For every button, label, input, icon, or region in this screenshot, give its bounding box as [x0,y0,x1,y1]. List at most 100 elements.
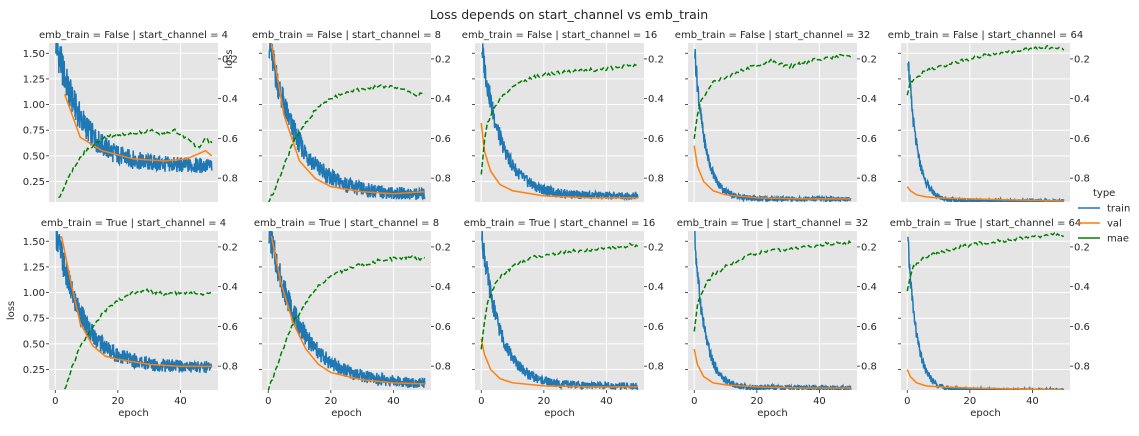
legend-title: type [1093,188,1115,199]
secondary-y-tick-label: 0.6 [1074,322,1090,333]
panel-title: emb_train = False | start_channel = 16 [462,30,657,41]
legend-label-train: train [1107,204,1130,215]
secondary-y-tick-label: 0.2 [861,242,877,253]
panel: emb_train = False | start_channel = 32 0.… [675,30,877,202]
secondary-y-tick-label: 0.8 [222,174,238,185]
secondary-y-tick-label: 0.6 [861,322,877,333]
panel-title: emb_train = False | start_channel = 4 [39,30,228,41]
y-tick-label: 1.25 [23,262,45,273]
val-line [60,235,212,368]
secondary-y-tick-label: 0.2 [648,54,664,65]
mae-line [63,287,213,390]
train-line [481,43,639,202]
y-tick-label: 0.75 [23,314,45,325]
y-tick-label: 1.50 [23,49,45,60]
train-line [481,231,639,390]
secondary-y-tick-label: 0.8 [861,362,877,373]
x-axis-label: epoch [118,408,148,419]
secondary-y-tick-label: 0.8 [648,362,664,373]
secondary-y-tick-label: 0.4 [435,282,451,293]
train-line [55,43,213,174]
panel-plot-area [267,231,426,390]
secondary-y-tick-label: 0.4 [1074,94,1090,105]
mae-line [480,63,639,175]
panel-plot-area [906,44,1065,202]
panel-title: emb_train = True | start_channel = 32 [677,218,869,229]
panel-plot-area [480,43,639,202]
val-line [480,122,638,199]
panel-plot-area [906,232,1065,390]
val-line [906,369,1064,390]
y-tick-label: 1.00 [23,288,45,299]
y-tick-label: 1.25 [23,74,45,85]
secondary-y-tick-label: 0.4 [648,282,664,293]
panel-title: emb_train = True | start_channel = 8 [254,218,439,229]
secondary-y-tick-label: 0.6 [861,134,877,145]
mae-line [267,253,425,390]
secondary-y-tick-label: 0.2 [222,54,238,65]
panel-background [262,43,431,202]
y-tick-label: 0.50 [23,339,45,350]
train-line [907,236,1065,390]
y-tick-label: 0.50 [23,151,45,162]
panel-plot-area [55,43,213,199]
x-tick-label: 20 [537,396,550,407]
panel: emb_train = True | start_channel = 8 0.2 0… [254,218,451,419]
panel: emb_train = False | start_channel = 4 0.2… [23,30,238,202]
x-tick-label: 0 [265,396,271,407]
secondary-y-tick-label: 0.6 [648,134,664,145]
panel-plot-area [693,48,852,202]
y-axis-label: loss [6,301,17,320]
panel: emb_train = True | start_channel = 64 0.2… [890,218,1090,419]
mae-line [693,53,852,139]
panel-title: emb_train = True | start_channel = 4 [41,218,226,229]
legend: type train val mae [1078,188,1130,245]
panel-title: emb_train = True | start_channel = 64 [890,218,1082,229]
x-axis-label: epoch [544,408,574,419]
x-tick-label: 20 [963,396,976,407]
x-tick-label: 0 [691,396,697,407]
mae-line [58,128,213,199]
secondary-y-tick-label: 0.4 [435,94,451,105]
panel: emb_train = True | start_channel = 32 0.2… [677,218,877,419]
secondary-y-tick-label: 0.8 [861,174,877,185]
panel: emb_train = False | start_channel = 64 0.… [888,30,1090,202]
secondary-y-tick-label: 0.2 [1074,54,1090,65]
panels-group: emb_train = False | start_channel = 4 0.2… [6,30,1090,419]
val-line [693,348,851,389]
val-line [270,43,425,195]
figure-title: Loss depends on start_channel vs emb_tra… [430,7,708,22]
x-tick-label: 20 [750,396,763,407]
mae-line [906,232,1065,292]
mae-line [480,242,639,350]
secondary-y-axis-label: loss [224,49,235,68]
train-line [268,231,426,389]
y-tick-label: 1.50 [23,237,45,248]
y-tick-label: 0.75 [23,126,45,137]
x-tick-label: 40 [600,396,613,407]
secondary-y-tick-label: 0.6 [435,134,451,145]
secondary-y-tick-label: 0.8 [1074,174,1090,185]
legend-label-mae: mae [1107,234,1129,245]
x-tick-label: 20 [324,396,337,407]
secondary-y-tick-label: 0.6 [648,322,664,333]
secondary-y-tick-label: 0.2 [222,242,238,253]
mae-line [906,44,1065,96]
panel: emb_train = True | start_channel = 16 0.2… [464,218,664,419]
secondary-y-tick-label: 0.4 [222,282,238,293]
x-tick-label: 40 [1026,396,1039,407]
legend-label-val: val [1107,219,1122,230]
secondary-y-tick-label: 0.6 [222,134,238,145]
panel-plot-area [267,43,426,202]
panel-background [901,231,1070,390]
val-line [693,145,851,200]
x-axis-label: epoch [970,408,1000,419]
panel-title: emb_train = False | start_channel = 64 [888,30,1083,41]
secondary-y-tick-label: 0.4 [861,282,877,293]
train-line [694,231,852,390]
secondary-y-tick-label: 0.6 [1074,134,1090,145]
val-line [906,186,1064,202]
panel: emb_train = False | start_channel = 16 0.… [462,30,664,202]
val-line [270,235,425,385]
